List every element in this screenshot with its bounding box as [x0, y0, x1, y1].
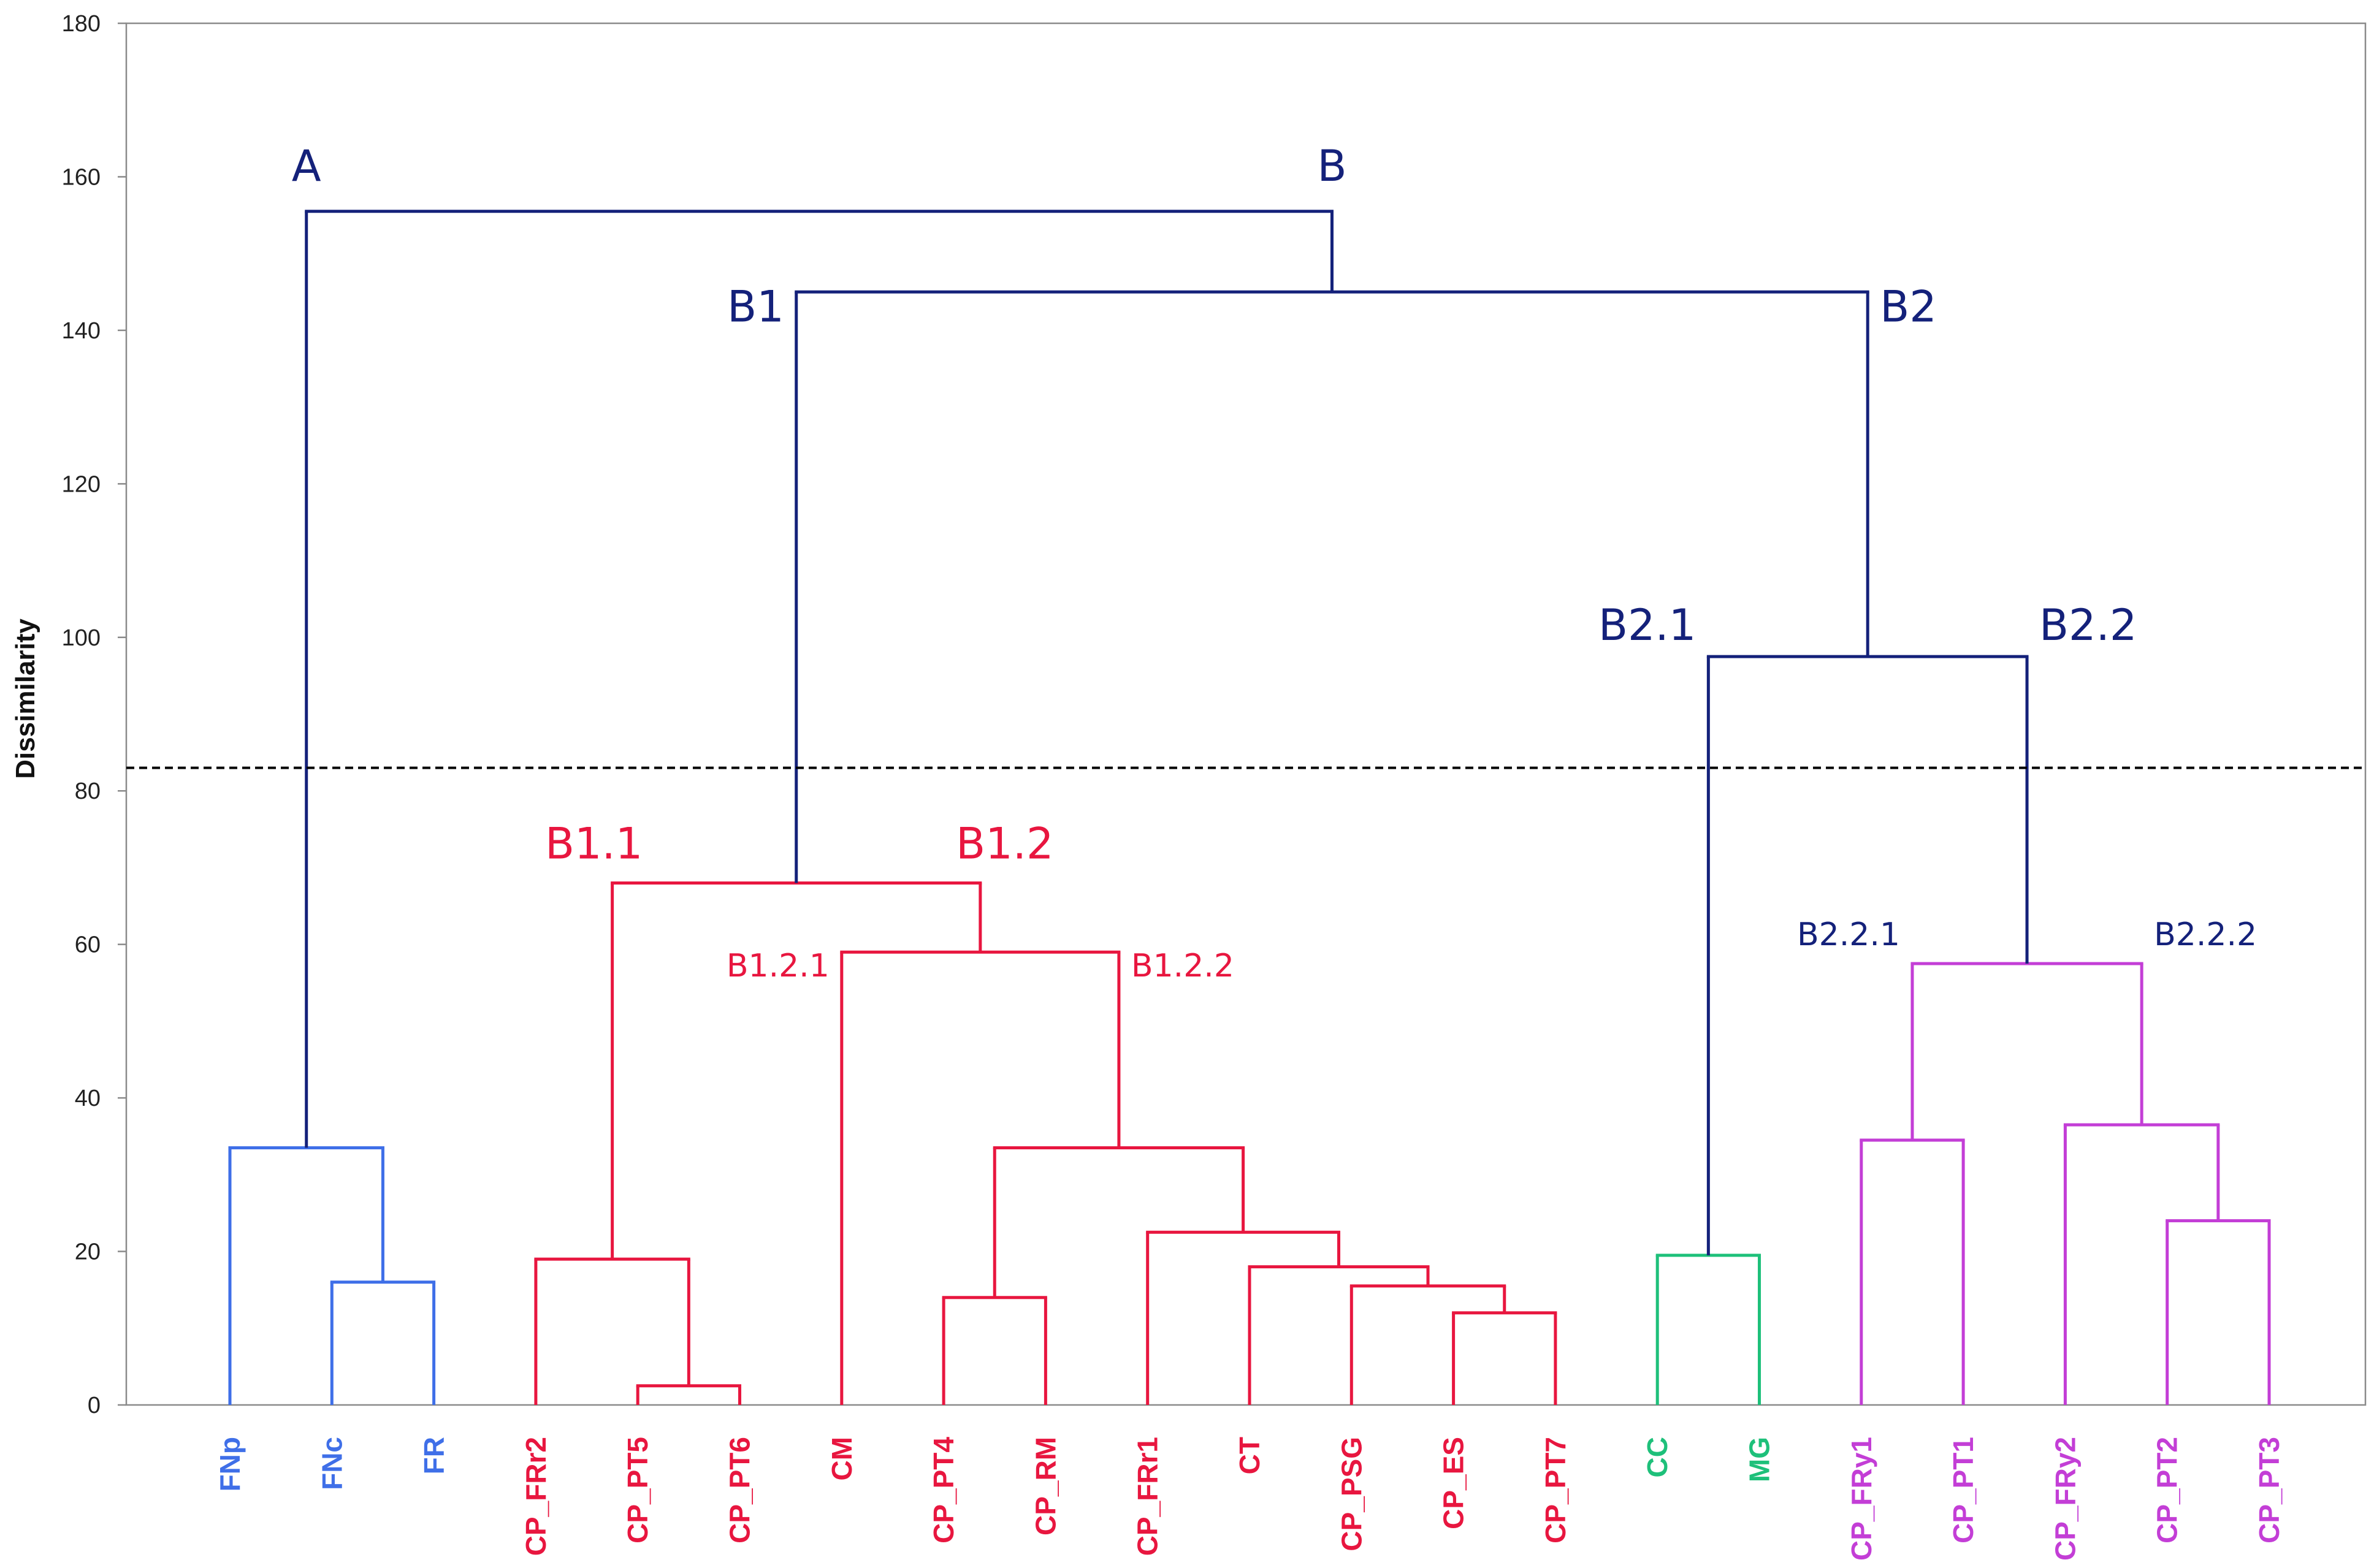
y-tick-label: 120 — [62, 471, 101, 497]
cluster-labels: A B B1 B2 B2.1 B2.2 B1.1 B1.2 B1.2.1 B1.2.2 B2.2.1… — [292, 141, 2257, 984]
leaf-label-ct: CT — [1234, 1437, 1265, 1474]
leaf-label-mg: MG — [1744, 1437, 1776, 1482]
leaf-label-fr: FR — [418, 1437, 450, 1474]
y-tick-label: 140 — [62, 318, 101, 344]
cluster-label-b1-1: B1.1 — [545, 818, 643, 869]
cluster-label-b2-2-2: B2.2.2 — [2154, 916, 2257, 953]
leaf-label-cc: CC — [1641, 1437, 1673, 1477]
y-tick-label: 20 — [75, 1239, 101, 1265]
cluster-label-b2-2: B2.2 — [2039, 600, 2137, 650]
cluster-label-b: B — [1317, 141, 1346, 191]
leaf-label-cm: CM — [826, 1437, 858, 1481]
cluster-label-b2-1: B2.1 — [1598, 600, 1696, 650]
y-tick-label: 60 — [75, 932, 101, 958]
y-tick-label: 100 — [62, 625, 101, 651]
cluster-label-b2: B2 — [1880, 281, 1937, 332]
y-tick-label: 0 — [88, 1393, 101, 1418]
leaf-label-fnc: FNc — [316, 1437, 348, 1490]
leaf-label-cp-es: CP_ES — [1438, 1437, 1470, 1529]
leaf-label-cp-pt5: CP_PT5 — [622, 1437, 654, 1543]
cluster-label-b1-2-2: B1.2.2 — [1131, 948, 1234, 984]
y-tick-label: 180 — [62, 11, 101, 37]
y-tick-label: 80 — [75, 778, 101, 804]
leaf-label-cp-fry2: CP_FRy2 — [2049, 1437, 2081, 1561]
leaf-label-cp-pt2: CP_PT2 — [2151, 1437, 2183, 1543]
cluster-label-b1: B1 — [727, 281, 784, 332]
leaf-label-cp-psg: CP_PSG — [1335, 1437, 1367, 1551]
leaf-label-cp-frr2: CP_FRr2 — [520, 1437, 552, 1556]
y-tick-label: 40 — [75, 1086, 101, 1111]
y-axis-title: Dissimilarity — [10, 618, 40, 779]
leaf-label-cp-pt4: CP_PT4 — [928, 1437, 960, 1543]
leaf-label-cp-rm: CP_RM — [1029, 1437, 1061, 1536]
cluster-label-b2-2-1: B2.2.1 — [1797, 916, 1900, 953]
plot-area-frame — [125, 22, 2367, 1406]
leaf-label-cp-pt7: CP_PT7 — [1540, 1437, 1571, 1543]
cluster-label-b1-2: B1.2 — [956, 818, 1053, 869]
cluster-label-a: A — [292, 141, 321, 191]
leaf-label-cp-pt6: CP_PT6 — [724, 1437, 756, 1543]
leaf-label-cp-frr1: CP_FRr1 — [1132, 1437, 1164, 1556]
cluster-label-b1-2-1: B1.2.1 — [727, 948, 830, 984]
y-tick-label: 160 — [62, 164, 101, 190]
dendrogram-branches — [228, 210, 2271, 1405]
leaf-label-fnp: FNp — [214, 1437, 246, 1491]
leaf-labels: FNp FNc FR CP_FRr2 CP_PT5 CP_PT6 CM CP_PT4 CP_RM… — [214, 1437, 2285, 1561]
leaf-label-cp-pt1: CP_PT1 — [1947, 1437, 1979, 1543]
leaf-label-cp-fry1: CP_FRy1 — [1845, 1437, 1877, 1561]
leaf-label-cp-pt3: CP_PT3 — [2253, 1437, 2285, 1543]
